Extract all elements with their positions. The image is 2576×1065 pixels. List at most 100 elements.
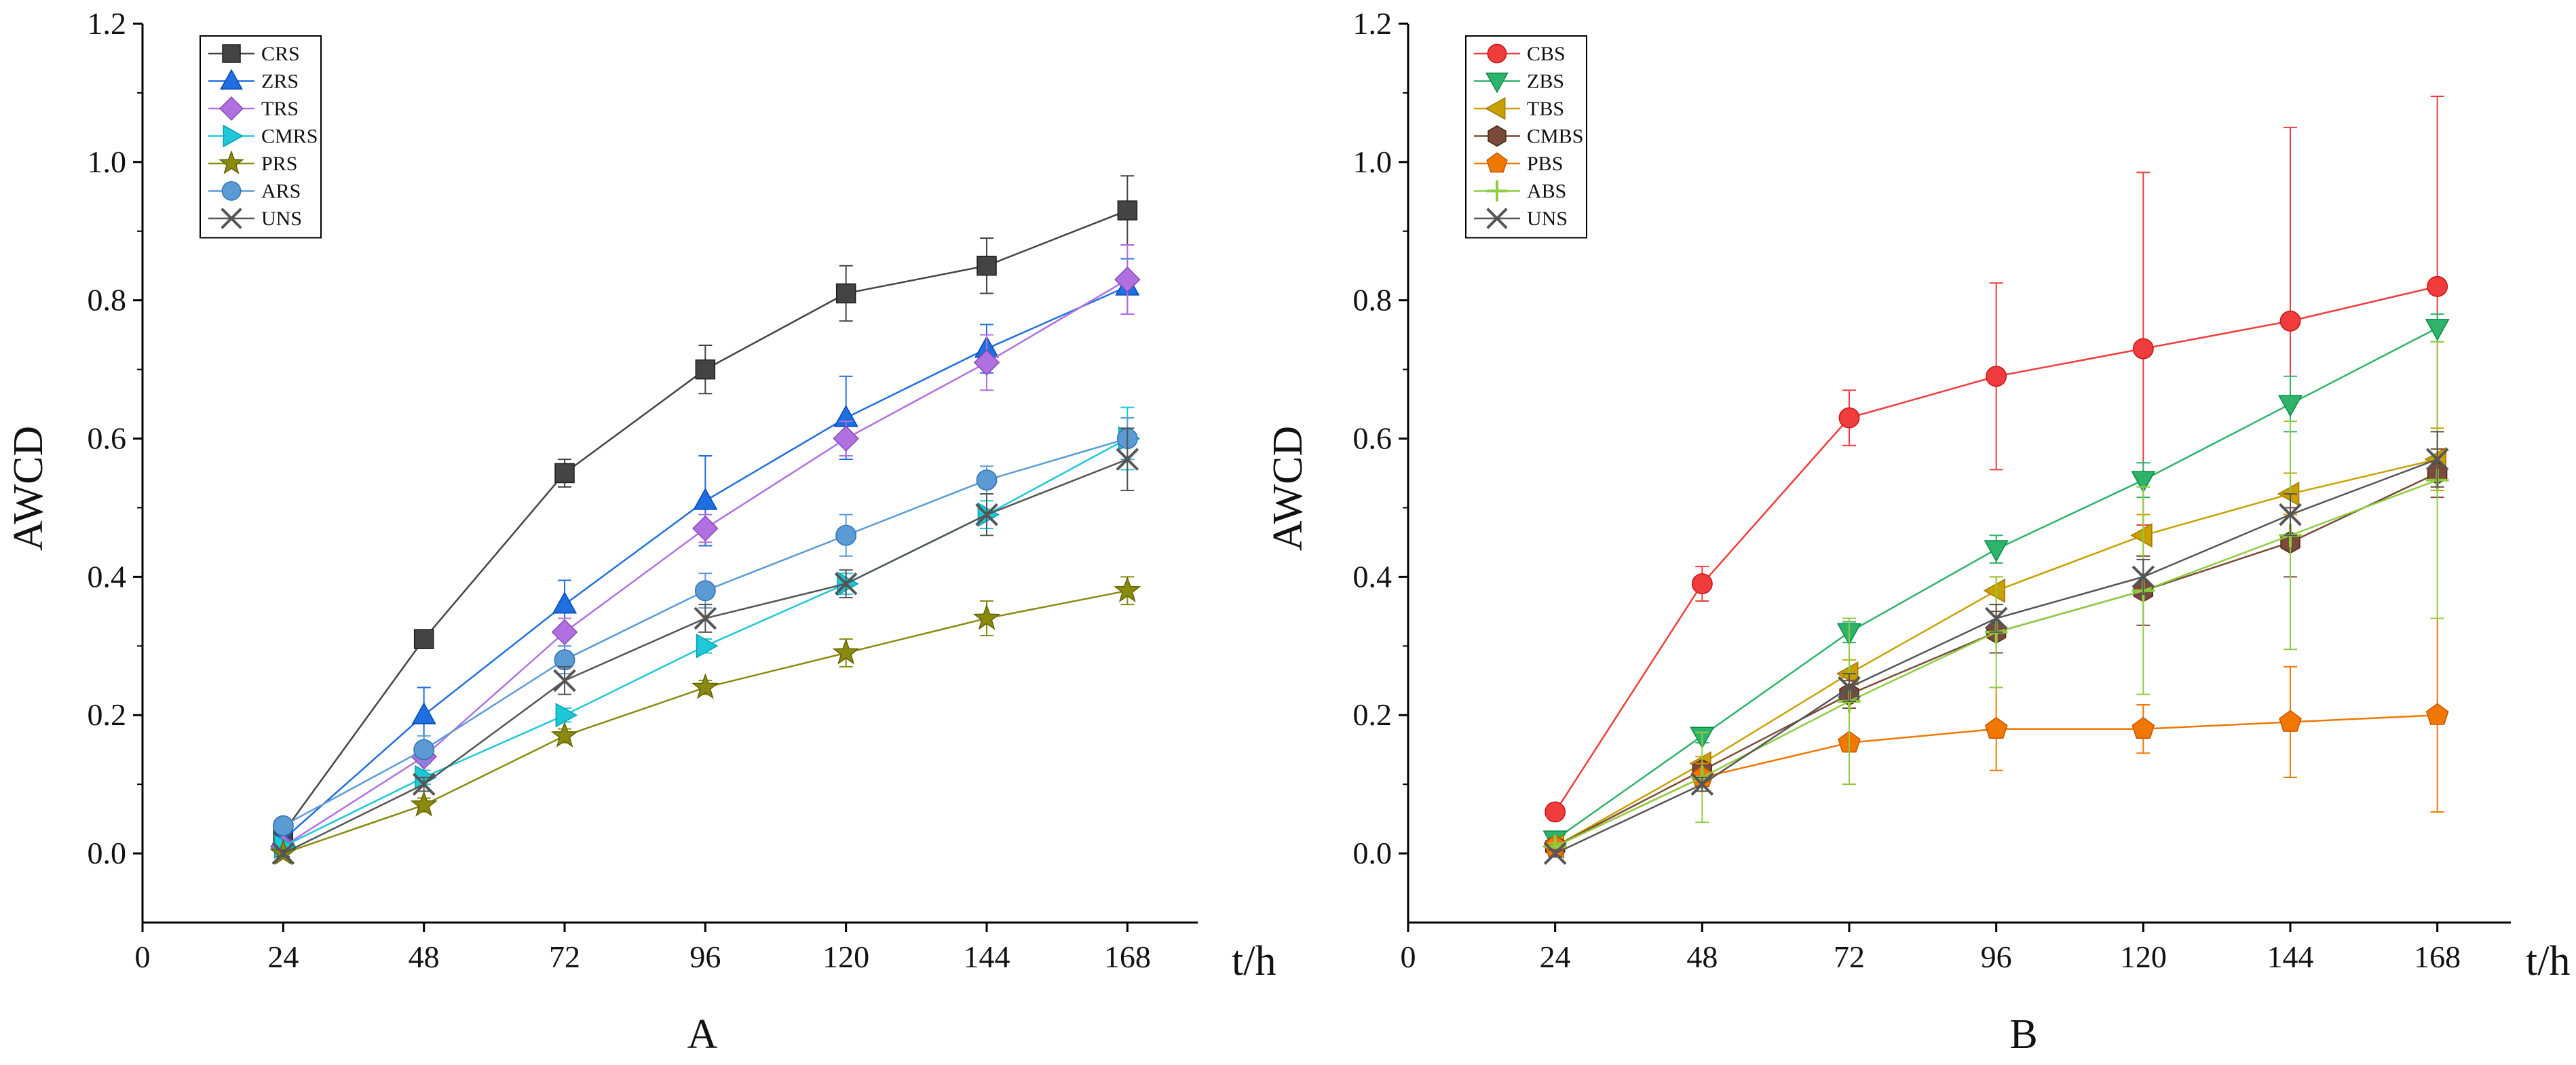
- data-point: [1986, 366, 2007, 387]
- data-point: [413, 629, 434, 649]
- data-point: [833, 425, 859, 452]
- y-tick-label: 0.4: [88, 559, 127, 594]
- series-uns: [271, 427, 1139, 865]
- legend-marker: [1486, 152, 1508, 173]
- legend-label: ZBS: [1527, 71, 1564, 93]
- x-tick-label: 168: [1104, 940, 1151, 974]
- data-point: [2425, 319, 2450, 341]
- data-point: [554, 463, 575, 484]
- chart-panel-b: B AWCD t/h 0.0 0.2 0.4 0.6 0.8 1.0 1.2 0 24 48 72 9…: [1265, 6, 2570, 1058]
- data-point: [694, 580, 716, 602]
- data-point: [2427, 275, 2448, 297]
- legend-marker: [1486, 180, 1508, 202]
- data-point: [695, 359, 716, 380]
- data-point: [413, 739, 435, 760]
- data-point: [693, 488, 718, 510]
- data-point: [973, 349, 1000, 376]
- y-axis-label-b: AWCD: [1265, 426, 1311, 551]
- legend-marker: [1485, 97, 1506, 120]
- legend-label: CMBS: [1527, 125, 1583, 148]
- data-point: [553, 669, 576, 693]
- legend: CRS ZRS TRS CMRS PRS ARS UNS: [200, 35, 322, 239]
- legend-label: UNS: [261, 208, 302, 230]
- y-tick-label: 0.2: [88, 697, 127, 732]
- data-point: [1116, 448, 1139, 471]
- data-point: [692, 673, 719, 699]
- x-tick-label: 48: [1686, 940, 1718, 974]
- data-point: [2425, 703, 2449, 725]
- legend-marker: [221, 208, 242, 229]
- data-point: [1838, 676, 1861, 699]
- y-tick-label: 1.0: [88, 144, 127, 179]
- legend-marker: [223, 124, 244, 148]
- data-point: [2130, 523, 2153, 548]
- chart-panel-a: A AWCD t/h 0.0 0.2 0.4 0.6 0.8 1.0 1.2 0 24 48 72 9…: [5, 6, 1276, 1058]
- data-point: [835, 283, 856, 304]
- data-point: [977, 255, 997, 276]
- y-tick-label: 0.0: [88, 836, 127, 870]
- x-tick-label: 72: [549, 940, 580, 974]
- x-axis-label-b: t/h: [2526, 938, 2570, 984]
- legend-label: ZRS: [261, 71, 299, 93]
- y-tick-label: 0.8: [88, 283, 127, 317]
- data-point: [1984, 716, 2008, 739]
- data-point: [975, 503, 998, 526]
- data-point: [692, 515, 719, 542]
- legend: CBS ZBS TBS CMBS PBS ABS UNS: [1465, 35, 1587, 239]
- legend-label: ABS: [1527, 180, 1566, 203]
- legend-marker: [219, 150, 244, 175]
- legend-label: UNS: [1527, 208, 1568, 230]
- data-point: [1983, 578, 2006, 603]
- data-point: [2132, 338, 2154, 360]
- data-point: [1117, 200, 1138, 220]
- data-point: [832, 638, 860, 665]
- data-point: [412, 773, 436, 796]
- data-point: [551, 619, 578, 646]
- data-point: [271, 842, 295, 865]
- data-point: [1984, 606, 2008, 630]
- legend-label: PBS: [1527, 153, 1563, 175]
- legend-label: CBS: [1527, 43, 1566, 65]
- data-point: [1114, 576, 1141, 602]
- x-tick-label: 96: [1981, 940, 2012, 974]
- x-tick-label: 144: [2267, 940, 2314, 974]
- x-tick-label: 120: [822, 940, 869, 974]
- y-tick-label: 0.8: [1353, 283, 1393, 317]
- data-point: [411, 702, 436, 724]
- data-point: [2279, 710, 2302, 732]
- data-point: [1838, 407, 1860, 429]
- data-point: [696, 634, 719, 659]
- x-tick-label: 120: [2120, 940, 2167, 974]
- legend-label: TRS: [261, 98, 299, 120]
- data-point: [1691, 573, 1713, 595]
- data-point: [972, 604, 1001, 630]
- legend-marker: [1486, 208, 1508, 229]
- data-point: [694, 606, 717, 630]
- x-tick-label: 144: [964, 940, 1010, 974]
- legend-label: ARS: [261, 180, 301, 203]
- y-tick-label: 1.2: [1353, 6, 1393, 41]
- series-uns: [1543, 431, 2449, 865]
- data-point: [1114, 266, 1141, 293]
- data-point: [976, 469, 998, 491]
- data-point: [2279, 310, 2301, 332]
- panel-label-a: A: [687, 1011, 718, 1058]
- data-point: [1690, 773, 1714, 796]
- data-point: [1984, 540, 2009, 562]
- x-tick-label: 24: [267, 940, 299, 974]
- legend-marker: [1488, 125, 1507, 147]
- x-tick-label: 0: [1401, 940, 1416, 974]
- y-tick-label: 0.0: [1353, 836, 1393, 870]
- legend-marker: [1487, 43, 1507, 64]
- legend-marker: [1485, 73, 1509, 94]
- legend-marker: [222, 44, 241, 63]
- data-point: [2279, 503, 2302, 526]
- legend-label: CMRS: [261, 125, 318, 148]
- legend-label: PRS: [261, 153, 297, 175]
- legend-marker: [219, 96, 244, 121]
- x-axis-label-a: t/h: [1232, 938, 1276, 984]
- y-tick-label: 0.6: [88, 421, 127, 456]
- legend-label: CRS: [261, 43, 300, 65]
